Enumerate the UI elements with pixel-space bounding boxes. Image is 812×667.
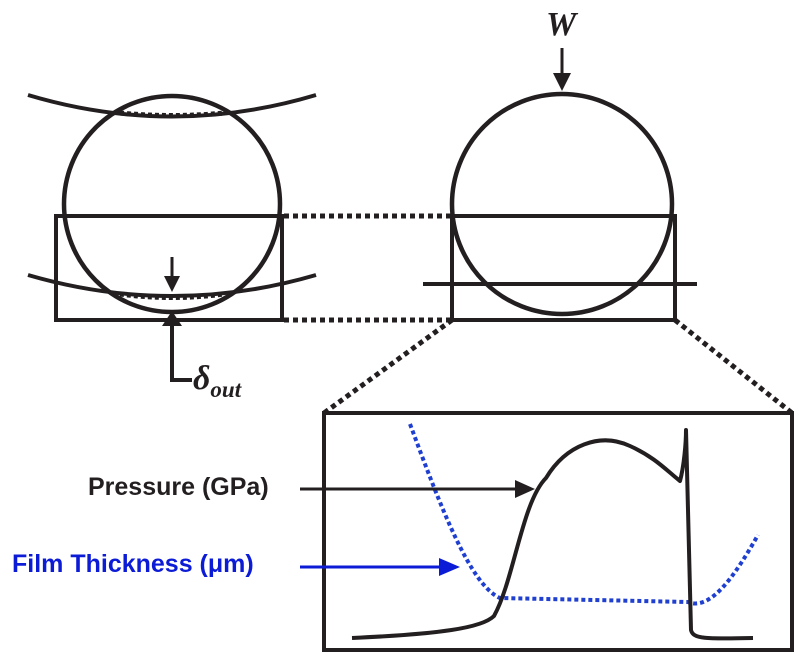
zoom-line-left [322,317,454,416]
left-contact-zoom-box [54,214,284,322]
deflection-leader-line [170,324,192,382]
film-thickness-label: Film Thickness (μm) [12,550,254,578]
deflection-label: δout [193,360,241,402]
zoom-line-right [673,318,794,415]
upper-race-hidden-curve [119,110,225,118]
pressure-label: Pressure (GPa) [88,473,269,501]
deflection-subscript: out [210,377,242,402]
deflection-arrow-down-head [164,276,180,292]
right-contact-zoom-box [450,214,677,322]
lower-race-hidden-curve [119,291,225,300]
load-arrow-head [553,73,571,91]
right-ball [449,91,675,317]
deflection-arrow-up-head [162,311,182,326]
inset-plot-box [322,411,794,652]
film-thickness-arrow-head [439,558,460,576]
load-label: W [546,6,577,43]
pressure-curve [351,428,754,641]
pressure-arrow-head [515,480,535,498]
deflection-symbol: δ [193,360,211,397]
